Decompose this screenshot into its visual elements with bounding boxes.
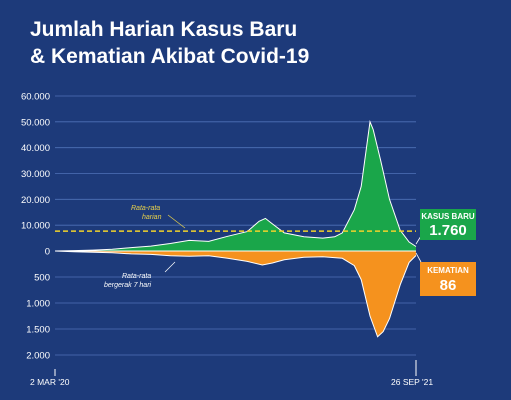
deaths-area xyxy=(55,251,416,337)
y-tick-label-cases-40000: 40.000 xyxy=(21,143,50,154)
moving-average-label-line1: Rata-rata xyxy=(122,273,151,280)
chart-title: Jumlah Harian Kasus Baru & Kematian Akib… xyxy=(30,16,309,70)
cases-area xyxy=(55,121,416,251)
daily-average-pointer xyxy=(167,214,186,229)
deaths-badge-value: 86 xyxy=(440,277,457,294)
y-tick-label-cases-30000: 30.000 xyxy=(21,169,50,180)
moving-average-pointer xyxy=(164,261,176,273)
daily-average-label-line1: Rata-rata xyxy=(131,205,160,212)
latest-cases-badge: KASUS BARU 1.760 xyxy=(415,209,476,245)
x-end-label: 26 SEP '21 xyxy=(391,377,433,387)
moving-average-label-line2: bergerak 7 hari xyxy=(104,282,152,289)
y-tick-label-cases-50000: 50.000 xyxy=(21,117,50,128)
title-line-2: & Kematian Akibat Covid-19 xyxy=(30,45,310,68)
y-tick-label-zero: 0 xyxy=(45,247,50,258)
deaths-badge-box xyxy=(420,262,476,296)
cases-badge-box xyxy=(420,209,476,240)
moving-average-annotation: Rata-rata bergerak 7 hari xyxy=(104,261,176,289)
deaths-badge-pointer xyxy=(415,252,422,263)
title-line-1: Jumlah Harian Kasus Baru xyxy=(30,18,298,41)
deaths-moving-average-line xyxy=(54,250,417,338)
x-start-label: 2 MAR '20 xyxy=(30,377,70,387)
daily-average-annotation: Rata-rata harian xyxy=(131,205,186,229)
y-tick-labels: 60.000 50.000 40.000 30.000 20.000 10.000 0 500… xyxy=(21,92,50,362)
cases-badge-value: 1.760 xyxy=(429,222,467,239)
y-tick-label-cases-60000: 60.000 xyxy=(21,92,50,103)
y-tick-label-deaths-1500: 1.500 xyxy=(26,325,50,336)
y-tick-label-deaths-1000: 1.000 xyxy=(26,299,50,310)
latest-deaths-badge: KEMATIAN 86 xyxy=(415,252,476,296)
y-tick-label-cases-10000: 10.000 xyxy=(21,221,50,232)
y-tick-label-cases-20000: 20.000 xyxy=(21,195,50,206)
deaths-badge-label: KEMATIAN xyxy=(427,266,469,275)
cases-badge-label: KASUS BARU xyxy=(421,212,475,221)
y-tick-label-deaths-500: 500 xyxy=(34,273,50,284)
y-tick-label-deaths-2000: 2.000 xyxy=(26,351,50,362)
x-axis: 2 MAR '20 26 SEP '21 xyxy=(30,360,433,387)
daily-average-label-line2: harian xyxy=(142,214,162,221)
cases-moving-average-line xyxy=(54,119,417,252)
